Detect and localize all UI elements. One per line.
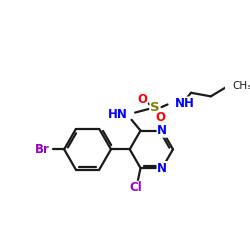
Text: N: N [157, 162, 167, 174]
Text: CH₃: CH₃ [232, 80, 250, 90]
Text: HN: HN [108, 108, 128, 121]
Text: Br: Br [35, 143, 50, 156]
Text: N: N [157, 124, 167, 137]
Text: NH: NH [175, 97, 195, 110]
Text: Cl: Cl [130, 181, 142, 194]
Text: O: O [155, 112, 165, 124]
Text: S: S [150, 101, 160, 114]
Text: O: O [137, 94, 147, 106]
